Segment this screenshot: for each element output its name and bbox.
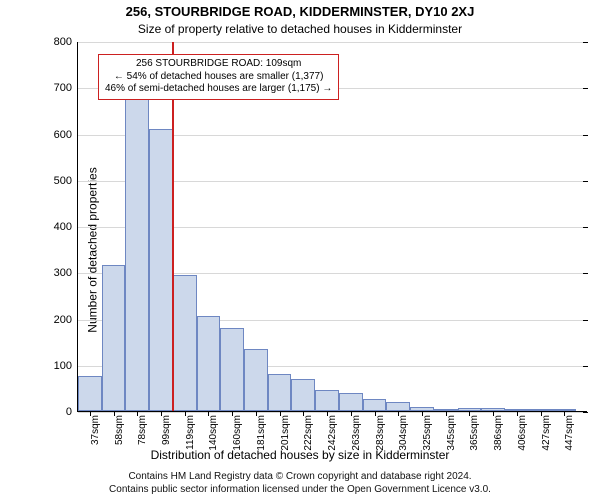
x-tick-label: 304sqm	[398, 415, 409, 451]
histogram-bar	[386, 402, 410, 411]
x-tick-label: 222sqm	[303, 415, 314, 451]
histogram-bar	[291, 379, 315, 411]
annotation-box: 256 STOURBRIDGE ROAD: 109sqm ← 54% of de…	[98, 54, 339, 100]
histogram-bar	[481, 408, 505, 411]
histogram-bar	[505, 409, 529, 411]
histogram-bar	[149, 129, 173, 411]
y-tick-label: 500	[54, 175, 72, 187]
histogram-bar	[78, 376, 102, 411]
x-axis-label: Distribution of detached houses by size …	[0, 448, 600, 462]
x-tick-label: 447sqm	[564, 415, 575, 451]
x-tick-label: 160sqm	[232, 415, 243, 451]
x-tick-label: 119sqm	[185, 415, 196, 450]
x-tick-label: 99sqm	[161, 415, 172, 445]
annotation-line-3: 46% of semi-detached houses are larger (…	[105, 83, 332, 96]
histogram-bar	[410, 407, 434, 411]
x-tick-label: 406sqm	[517, 415, 528, 451]
x-tick-label: 365sqm	[469, 415, 480, 451]
histogram-bar	[102, 265, 126, 411]
x-tick-label: 263sqm	[351, 415, 362, 451]
histogram-bar	[220, 328, 244, 411]
y-tick-label: 200	[54, 314, 72, 326]
annotation-line-1: 256 STOURBRIDGE ROAD: 109sqm	[105, 58, 332, 71]
x-tick-label: 427sqm	[541, 415, 552, 451]
x-tick-label: 242sqm	[327, 415, 338, 451]
annotation-line-2: ← 54% of detached houses are smaller (1,…	[105, 71, 332, 84]
y-tick-label: 100	[54, 360, 72, 372]
x-tick-label: 37sqm	[90, 415, 101, 445]
y-tick-label: 800	[54, 36, 72, 48]
x-tick-label: 201sqm	[280, 415, 291, 451]
x-tick-label: 386sqm	[493, 415, 504, 451]
histogram-bar	[244, 349, 268, 411]
x-tick-label: 325sqm	[422, 415, 433, 451]
x-tick-label: 283sqm	[375, 415, 386, 451]
y-tick-label: 700	[54, 82, 72, 94]
x-tick-label: 78sqm	[137, 415, 148, 445]
histogram-bar	[552, 409, 576, 411]
y-tick-label: 600	[54, 129, 72, 141]
x-tick-label: 345sqm	[446, 415, 457, 451]
histogram-bar	[125, 97, 149, 412]
histogram-bar	[339, 393, 363, 412]
histogram-bar	[434, 409, 458, 411]
histogram-bar	[458, 408, 482, 411]
histogram-bar	[363, 399, 387, 411]
histogram-bar	[315, 390, 339, 411]
y-tick-label: 400	[54, 221, 72, 233]
histogram-plot: 0100200300400500600700800 37sqm58sqm78sq…	[77, 42, 587, 412]
histogram-bar	[268, 374, 292, 411]
footer-line-1: Contains HM Land Registry data © Crown c…	[0, 471, 600, 484]
page-title: 256, STOURBRIDGE ROAD, KIDDERMINSTER, DY…	[0, 4, 600, 19]
y-tick-label: 300	[54, 267, 72, 279]
x-tick-label: 140sqm	[208, 415, 219, 451]
x-tick-label: 58sqm	[114, 415, 125, 445]
y-tick-label: 0	[66, 406, 72, 418]
page-subtitle: Size of property relative to detached ho…	[0, 22, 600, 36]
histogram-bar	[529, 409, 553, 411]
histogram-bar	[173, 275, 197, 411]
x-tick-label: 181sqm	[256, 415, 267, 451]
histogram-bar	[197, 316, 221, 411]
attribution-footer: Contains HM Land Registry data © Crown c…	[0, 471, 600, 496]
footer-line-2: Contains public sector information licen…	[0, 484, 600, 497]
